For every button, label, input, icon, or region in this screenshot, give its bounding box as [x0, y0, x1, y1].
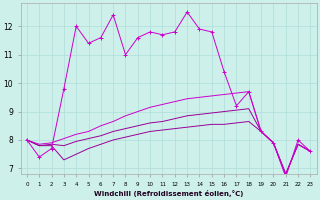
X-axis label: Windchill (Refroidissement éolien,°C): Windchill (Refroidissement éolien,°C) [94, 190, 243, 197]
